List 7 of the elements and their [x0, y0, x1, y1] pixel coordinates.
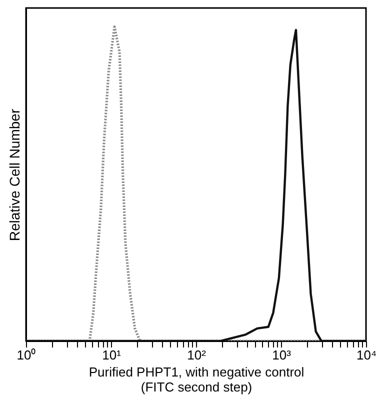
x-tick-label: 10⁰	[16, 348, 36, 362]
x-tick-label: 10²	[187, 348, 207, 362]
x-tick-label: 10¹	[102, 348, 122, 362]
x-axis-title: Purified PHPT1, with negative control (FITC second step)	[88, 364, 304, 394]
x-tick-label: 10⁴	[356, 348, 377, 362]
y-axis-title: Relative Cell Number	[6, 108, 22, 242]
x-tick-label: 10³	[272, 348, 292, 362]
